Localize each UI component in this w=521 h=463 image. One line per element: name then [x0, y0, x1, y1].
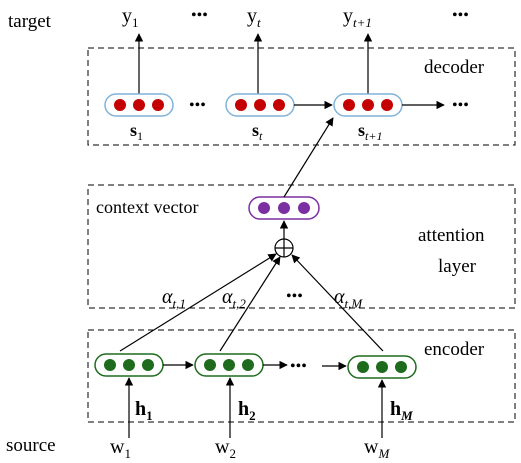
label-st1: st+1: [358, 120, 382, 143]
ellipsis-attention: •••: [286, 288, 303, 305]
attention-label: attention: [418, 225, 485, 246]
alpha-t1: αt,1: [162, 286, 186, 311]
label-h2: h2: [238, 398, 256, 423]
output-y1: y1: [122, 5, 139, 30]
source-label: source: [6, 435, 56, 456]
decoder-box: [87, 47, 516, 146]
input-w2: w2: [215, 436, 236, 461]
output-yt: yt: [247, 5, 261, 30]
decoder-state-st1: [333, 93, 403, 117]
arrow-context-st1: [283, 117, 334, 198]
sum-node: [274, 238, 294, 258]
label-st: st: [252, 120, 263, 143]
input-w1: w1: [110, 436, 131, 461]
alpha-tM: αt,M: [334, 286, 363, 311]
ellipsis-decoder-2: •••: [452, 97, 469, 114]
attention-box: [87, 184, 516, 309]
arrow-h1-sum: [119, 253, 277, 352]
ellipsis-output-2: •••: [452, 7, 469, 24]
decoder-state-st: [225, 93, 295, 117]
arrow-h2-sum: [219, 256, 281, 352]
alpha-t2: αt,2: [222, 286, 246, 311]
context-vector-label: context vector: [96, 197, 198, 217]
encoder-box: [87, 329, 516, 423]
output-yt1: yt+1: [343, 5, 372, 30]
ellipsis-output-1: •••: [191, 7, 208, 24]
context-vector: [248, 196, 320, 220]
layer-label: layer: [438, 256, 477, 277]
encoder-state-h1: [94, 353, 164, 377]
encoder-state-h2: [194, 353, 264, 377]
encoder-label: encoder: [424, 339, 485, 360]
decoder-label: decoder: [424, 57, 485, 78]
arrow-hM-sum: [291, 254, 384, 352]
target-label: target: [8, 11, 52, 32]
label-hM: hM: [390, 398, 413, 423]
encoder-state-hM: [347, 355, 417, 379]
label-s1: s1: [130, 120, 143, 143]
input-wM: wM: [364, 436, 390, 461]
ellipsis-encoder: •••: [290, 358, 307, 375]
label-h1: h1: [135, 398, 153, 423]
ellipsis-decoder-1: •••: [189, 97, 206, 114]
decoder-state-s1: [104, 93, 174, 117]
